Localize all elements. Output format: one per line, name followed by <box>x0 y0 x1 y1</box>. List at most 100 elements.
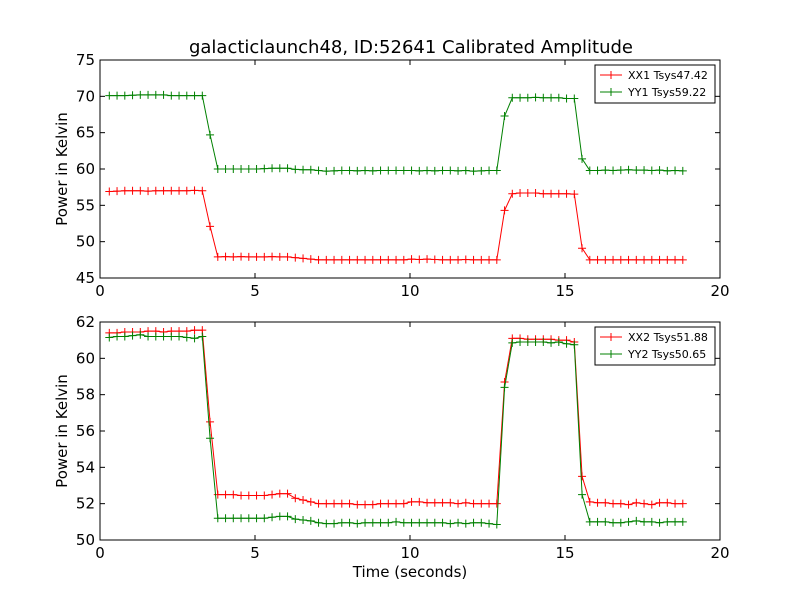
data-point-marker <box>314 518 323 527</box>
plot-frame <box>99 59 721 279</box>
legend-marker <box>607 88 615 96</box>
data-point-marker <box>438 166 447 175</box>
data-point-marker <box>671 166 680 175</box>
data-point-marker <box>601 498 610 507</box>
legend-marker <box>607 350 615 358</box>
data-point-marker <box>454 166 463 175</box>
data-point-marker <box>446 519 455 528</box>
data-point-marker <box>554 93 563 102</box>
data-point-marker <box>578 244 587 253</box>
data-point-marker <box>151 90 160 99</box>
data-point-marker <box>407 255 416 264</box>
data-point-marker <box>547 338 556 347</box>
data-point-marker <box>198 91 207 100</box>
data-point-marker <box>136 330 145 339</box>
data-point-marker <box>593 166 602 175</box>
y-tick-label: 65 <box>76 124 95 142</box>
data-point-marker <box>415 497 424 506</box>
data-point-marker <box>461 255 470 264</box>
series-yy1 <box>105 90 687 176</box>
data-point-marker <box>461 166 470 175</box>
y-tick-label: 60 <box>76 160 95 178</box>
data-point-marker <box>531 337 540 346</box>
data-point-marker <box>151 186 160 195</box>
data-point-marker <box>523 93 532 102</box>
data-point-marker <box>229 252 238 261</box>
y-tick-label: 52 <box>76 495 95 513</box>
data-point-marker <box>384 166 393 175</box>
data-point-marker <box>190 334 199 343</box>
data-point-marker <box>508 338 517 347</box>
data-point-marker <box>221 490 230 499</box>
data-point-marker <box>477 166 486 175</box>
data-point-marker <box>337 166 346 175</box>
data-point-marker <box>423 498 432 507</box>
data-point-marker <box>221 165 230 173</box>
data-point-marker <box>206 417 215 426</box>
data-point-marker <box>616 255 625 264</box>
data-point-marker <box>485 255 494 264</box>
data-point-marker <box>430 498 439 507</box>
data-point-marker <box>136 186 145 195</box>
x-tick-label: 20 <box>710 282 729 300</box>
data-point-marker <box>523 337 532 346</box>
data-point-marker <box>485 166 494 175</box>
data-point-marker <box>616 499 625 508</box>
data-point-marker <box>283 164 292 173</box>
data-point-marker <box>213 514 222 523</box>
data-point-marker <box>593 517 602 526</box>
data-point-marker <box>392 517 401 526</box>
data-point-marker <box>570 340 579 349</box>
data-point-marker <box>275 512 284 521</box>
data-point-marker <box>655 255 664 264</box>
x-tick-label: 0 <box>95 544 105 562</box>
data-point-marker <box>128 186 137 195</box>
data-point-marker <box>299 165 308 174</box>
data-point-marker <box>492 520 501 529</box>
data-point-marker <box>678 166 687 175</box>
data-point-marker <box>306 497 315 506</box>
data-point-marker <box>570 190 579 199</box>
data-point-marker <box>120 186 129 195</box>
data-point-marker <box>384 255 393 264</box>
data-point-marker <box>361 166 370 175</box>
data-point-marker <box>167 186 176 195</box>
data-point-marker <box>120 332 129 341</box>
bottom-subplot: 0 5 10 15 20 50 52 54 56 58 60 62 Power in Kelvin Tim… <box>53 313 730 581</box>
data-point-marker <box>361 255 370 264</box>
y-axis-label: Power in Kelvin <box>53 374 71 488</box>
data-point-marker <box>368 500 377 509</box>
data-point-marker <box>291 165 300 174</box>
data-point-marker <box>647 166 656 175</box>
data-point-marker <box>585 497 594 506</box>
data-point-marker <box>322 499 331 508</box>
data-point-marker <box>159 90 168 99</box>
data-point-marker <box>376 166 385 175</box>
data-point-marker <box>399 518 408 527</box>
data-point-marker <box>182 91 191 100</box>
data-point-marker <box>120 91 129 100</box>
data-point-marker <box>237 252 246 261</box>
data-point-marker <box>283 512 292 521</box>
data-point-marker <box>624 500 633 509</box>
data-point-marker <box>492 166 501 175</box>
data-point-marker <box>136 90 145 99</box>
data-point-marker <box>229 165 238 173</box>
data-point-marker <box>213 252 222 261</box>
data-point-marker <box>144 187 153 196</box>
data-point-marker <box>438 498 447 507</box>
data-point-marker <box>291 494 300 503</box>
data-point-marker <box>562 94 571 103</box>
data-point-marker <box>609 499 618 508</box>
data-point-marker <box>206 130 215 139</box>
data-point-marker <box>299 516 308 525</box>
data-point-marker <box>252 491 261 500</box>
data-point-marker <box>655 166 664 175</box>
x-tick-label: 10 <box>400 282 419 300</box>
data-point-marker <box>492 499 501 508</box>
data-point-marker <box>291 253 300 262</box>
data-point-marker <box>190 186 199 195</box>
data-point-marker <box>430 166 439 175</box>
data-point-marker <box>655 498 664 507</box>
data-point-marker <box>384 499 393 508</box>
